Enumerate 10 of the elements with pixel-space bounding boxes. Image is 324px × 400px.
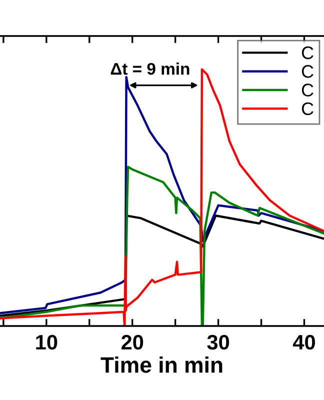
legend-label: C bbox=[302, 65, 314, 78]
legend-label: C bbox=[302, 46, 314, 60]
legend-label: C bbox=[302, 102, 314, 116]
x-axis-title: Time in min bbox=[100, 356, 222, 373]
x-tick-label: 30 bbox=[207, 334, 230, 350]
x-tick-label: 10 bbox=[36, 334, 58, 350]
x-tick-label: 40 bbox=[292, 334, 315, 350]
legend-label: C bbox=[302, 84, 314, 96]
x-tick-label: 20 bbox=[121, 334, 144, 350]
annotation: Δt = 9 min bbox=[110, 62, 190, 75]
